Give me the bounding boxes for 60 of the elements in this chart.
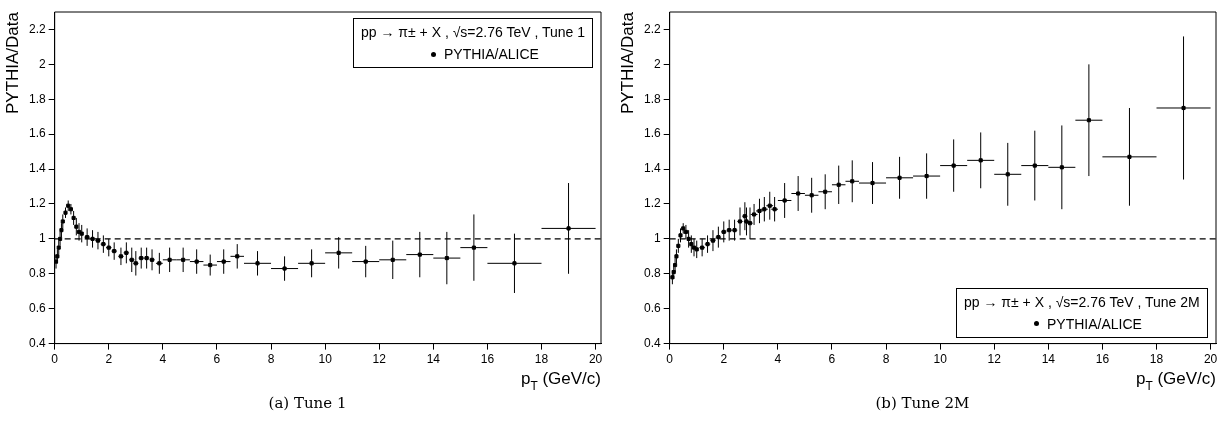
- point: [255, 261, 260, 266]
- legend-title: pp → π± + X , √s=2.76 TeV , Tune 2M: [964, 292, 1200, 312]
- y-tick-label: 1.4: [643, 161, 661, 176]
- legend-title: pp → π± + X , √s=2.76 TeV , Tune 1: [361, 23, 586, 42]
- y-tick-label: 0.4: [28, 335, 46, 350]
- y-tick-label: 1: [38, 231, 46, 246]
- legend-label: PYTHIA/ALICE: [444, 46, 539, 62]
- point: [194, 259, 199, 264]
- x-tick-label: 20: [588, 352, 603, 367]
- y-tick-label: 0.4: [643, 335, 661, 350]
- point: [566, 226, 571, 231]
- x-tick-label: 12: [372, 352, 387, 367]
- x-tick-label: 8: [267, 352, 275, 367]
- x-tick-label: 2: [720, 352, 728, 367]
- x-tick-label: 4: [774, 352, 782, 367]
- x-tick-label: 2: [105, 352, 113, 367]
- point: [363, 259, 368, 264]
- y-axis-title: PYTHIA/Data: [618, 11, 637, 115]
- x-tick-label: 6: [828, 352, 836, 367]
- point: [782, 198, 787, 203]
- y-tick-label: 1.4: [28, 161, 46, 176]
- point: [951, 163, 956, 168]
- point: [282, 266, 287, 271]
- y-tick-label: 0.6: [643, 301, 661, 316]
- point: [309, 261, 314, 266]
- y-tick-label: 1.6: [28, 126, 46, 141]
- y-tick-label: 1.8: [28, 91, 46, 106]
- text: (a) Tune 1: [267, 394, 348, 412]
- x-tick-label: 18: [1149, 352, 1164, 367]
- x-tick-label: 6: [213, 352, 221, 367]
- y-tick-label: 1.2: [643, 196, 661, 211]
- x-tick-label: 10: [318, 352, 333, 367]
- x-tick-label: 8: [882, 352, 890, 367]
- y-tick-label: 2: [38, 56, 46, 71]
- y-axis-title: PYTHIA/Data: [3, 11, 22, 115]
- y-tick-label: 0.8: [643, 266, 661, 281]
- text: (b) Tune 2M: [874, 394, 971, 412]
- y-tick-label: 1.8: [643, 91, 661, 106]
- y-tick-label: 2.2: [28, 21, 46, 36]
- point: [978, 158, 983, 163]
- y-tick-label: 0.6: [28, 301, 46, 316]
- x-tick-label: 0: [51, 352, 59, 367]
- y-tick-label: 1.2: [28, 196, 46, 211]
- x-tick-label: 10: [933, 352, 948, 367]
- x-tick-label: 20: [1203, 352, 1218, 367]
- x-tick-label: 14: [426, 352, 441, 367]
- y-tick-label: 0.8: [28, 266, 46, 281]
- x-tick-label: 4: [159, 352, 167, 367]
- y-tick-label: 1: [653, 231, 661, 246]
- x-tick-label: 12: [987, 352, 1002, 367]
- x-tick-label: 0: [666, 352, 674, 367]
- x-tick-label: 16: [1095, 352, 1110, 367]
- y-tick-label: 1.6: [643, 126, 661, 141]
- x-tick-label: 14: [1041, 352, 1056, 367]
- legend-label: PYTHIA/ALICE: [1047, 315, 1142, 332]
- y-tick-label: 2.2: [643, 21, 661, 36]
- x-tick-label: 16: [480, 352, 495, 367]
- point: [512, 261, 517, 266]
- x-tick-label: 18: [534, 352, 549, 367]
- y-tick-label: 2: [653, 56, 661, 71]
